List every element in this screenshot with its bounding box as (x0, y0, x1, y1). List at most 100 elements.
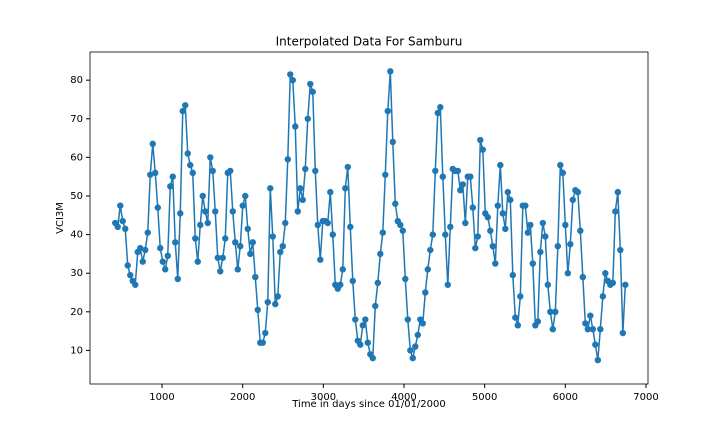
data-point (372, 302, 379, 310)
data-point (492, 260, 499, 267)
chart-title: Interpolated Data For Samburu (276, 35, 463, 49)
data-point (184, 150, 191, 157)
data-point (312, 167, 319, 175)
data-point (377, 250, 384, 258)
x-tick-label: 7000 (633, 392, 658, 403)
data-point (539, 219, 547, 227)
data-point (167, 183, 174, 190)
data-point (362, 316, 369, 323)
data-point (459, 181, 467, 188)
data-point (309, 88, 316, 95)
data-point (177, 210, 184, 217)
data-point (422, 289, 429, 296)
plot-frame (89, 51, 649, 385)
data-point (577, 227, 584, 234)
data-point (559, 169, 567, 177)
data-point (552, 308, 559, 316)
data-point (337, 281, 344, 288)
data-point (622, 281, 629, 288)
data-point (327, 188, 334, 196)
data-point (137, 244, 144, 252)
data-point (442, 231, 449, 238)
data-point (382, 171, 389, 178)
data-point (289, 76, 296, 84)
data-point (542, 233, 549, 240)
data-point (209, 167, 216, 175)
data-point (429, 231, 437, 238)
data-point (514, 322, 522, 329)
data-point (399, 227, 406, 234)
x-tick-label: 3000 (311, 392, 336, 403)
data-point (432, 167, 439, 175)
data-point (584, 325, 592, 333)
data-point (592, 341, 599, 348)
data-point (119, 217, 126, 225)
data-point (242, 192, 249, 200)
data-point (434, 109, 442, 117)
data-point (199, 192, 206, 200)
data-point (157, 244, 164, 252)
data-point (477, 136, 484, 144)
data-point (214, 254, 221, 261)
data-point (179, 107, 186, 115)
data-point (494, 202, 502, 209)
data-point (189, 169, 196, 177)
data-point (164, 252, 171, 260)
data-point (407, 347, 414, 354)
data-point (389, 138, 396, 146)
data-point (419, 320, 426, 327)
data-point (487, 227, 494, 234)
data-point (252, 273, 259, 281)
data-point (527, 221, 534, 229)
data-point (307, 80, 314, 88)
data-point (282, 219, 289, 227)
data-point (284, 156, 291, 163)
data-point (272, 300, 279, 308)
data-point (124, 262, 131, 269)
y-tick-label: 80 (70, 75, 83, 86)
data-point (469, 204, 477, 211)
data-point (587, 312, 594, 319)
data-point (152, 169, 159, 177)
data-point (617, 246, 624, 254)
data-point (297, 185, 304, 192)
data-point (287, 71, 294, 78)
data-line (114, 71, 627, 362)
data-point (579, 273, 587, 281)
data-point (204, 219, 211, 227)
data-point (232, 239, 239, 246)
data-point (594, 356, 602, 364)
y-tick-label: 30 (70, 268, 83, 279)
data-point (499, 210, 507, 217)
data-point (489, 242, 497, 250)
data-point (194, 258, 201, 265)
data-point (302, 165, 309, 173)
data-point (212, 208, 219, 215)
data-point (509, 271, 517, 279)
data-point (197, 221, 204, 229)
data-point (222, 235, 229, 242)
y-tick-label: 20 (70, 307, 83, 318)
data-point (549, 325, 557, 333)
data-point (229, 208, 236, 215)
data-point (174, 275, 181, 283)
data-point (139, 258, 146, 265)
data-point (404, 316, 411, 323)
data-point (207, 154, 214, 161)
data-point (614, 188, 622, 196)
data-point (517, 293, 524, 300)
data-point (324, 219, 331, 227)
data-point (409, 354, 416, 362)
data-point (267, 185, 274, 192)
data-point (357, 341, 364, 348)
data-point (299, 196, 306, 204)
data-point (472, 244, 479, 252)
data-point (314, 221, 321, 229)
data-point (439, 173, 447, 180)
data-point (127, 271, 134, 279)
data-point (612, 208, 619, 215)
x-tick-label: 1000 (149, 392, 174, 403)
data-point (569, 196, 577, 204)
data-point (269, 233, 276, 240)
data-point (369, 354, 376, 362)
